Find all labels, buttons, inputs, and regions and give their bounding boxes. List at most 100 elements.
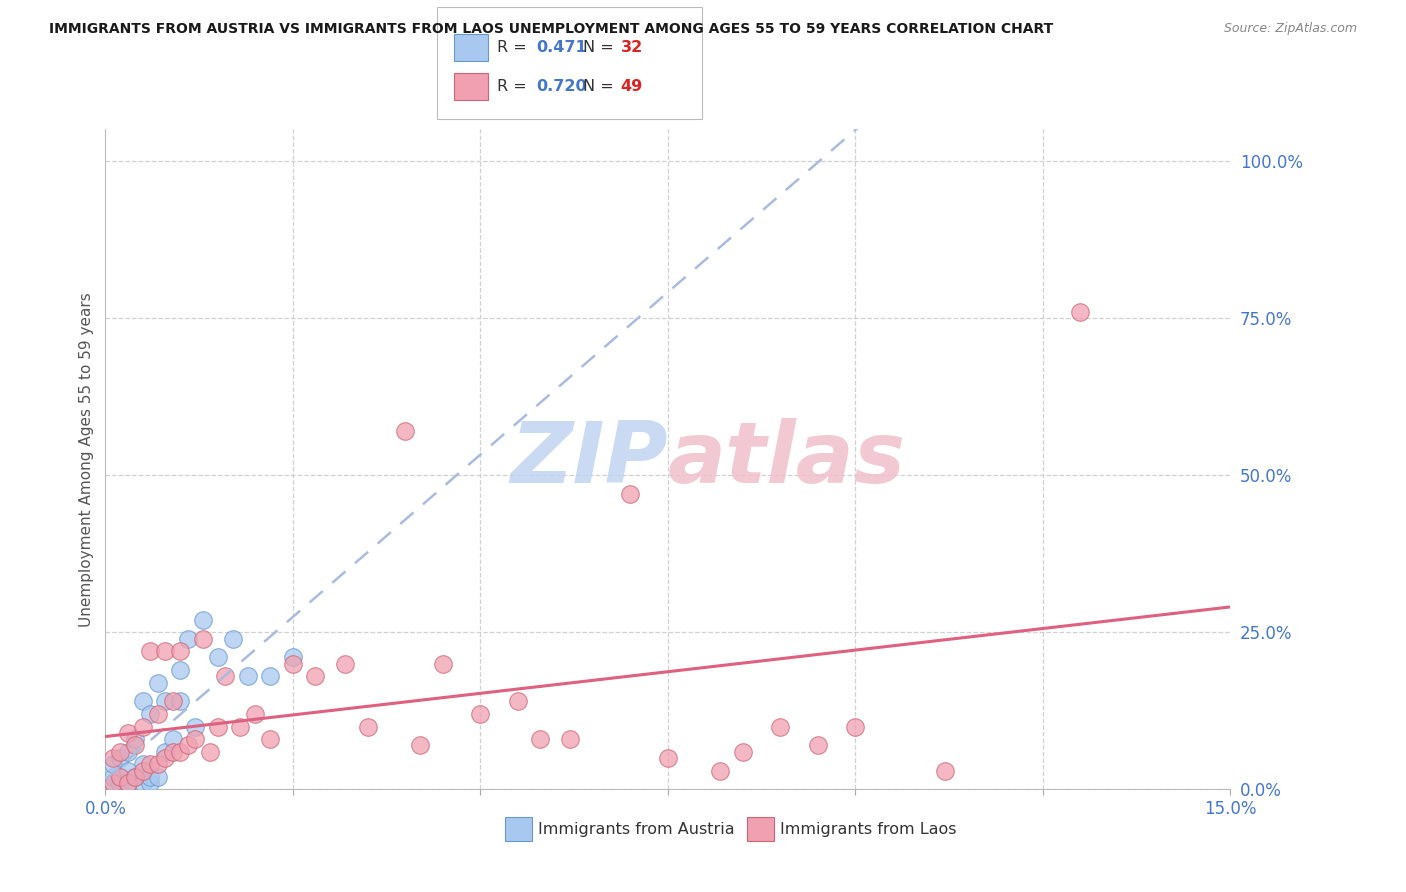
Point [191,613,214,627]
Bar [454,73,488,100]
Point [101,757,124,772]
Point [394,424,416,438]
Point [139,757,162,772]
Point [529,732,551,747]
Point [124,770,146,784]
Point [169,745,191,759]
Point [132,694,155,708]
Point [101,751,124,765]
Text: 0.471: 0.471 [536,40,586,55]
Text: 49: 49 [620,79,643,94]
Point [146,706,169,721]
Text: N =: N = [583,79,620,94]
Point [844,720,866,734]
Point [124,770,146,784]
Text: 0.720: 0.720 [536,79,586,94]
Bar [747,817,773,841]
Point [169,663,191,677]
Point [162,732,184,747]
Point [506,694,529,708]
FancyBboxPatch shape [437,7,702,120]
Point [207,720,229,734]
Point [470,706,492,721]
Point [259,669,281,683]
Point [191,632,214,646]
Point [560,732,582,747]
Point [117,726,139,740]
Text: ZIP: ZIP [510,417,668,501]
Text: Immigrants from Laos: Immigrants from Laos [780,822,957,837]
Point [169,644,191,658]
Point [117,764,139,778]
Point [184,732,207,747]
Point [139,644,162,658]
Point [132,764,155,778]
Point [432,657,454,671]
Point [934,764,956,778]
Y-axis label: Unemployment Among Ages 55 to 59 years: Unemployment Among Ages 55 to 59 years [79,292,94,627]
Point [245,706,267,721]
Point [1069,304,1091,318]
Point [101,776,124,790]
Point [132,776,155,790]
Point [139,770,162,784]
Point [124,739,146,753]
Text: R =: R = [496,40,531,55]
Point [110,751,132,765]
Point [807,739,830,753]
Point [139,776,162,790]
Point [357,720,380,734]
Text: IMMIGRANTS FROM AUSTRIA VS IMMIGRANTS FROM LAOS UNEMPLOYMENT AMONG AGES 55 TO 59: IMMIGRANTS FROM AUSTRIA VS IMMIGRANTS FR… [49,22,1053,37]
Point [146,770,169,784]
Text: Source: ZipAtlas.com: Source: ZipAtlas.com [1223,22,1357,36]
Point [162,694,184,708]
Point [177,739,200,753]
Point [177,632,200,646]
Point [155,745,177,759]
Point [132,720,155,734]
Point [619,487,641,501]
Point [184,720,207,734]
Text: 32: 32 [620,40,643,55]
Point [304,669,326,683]
Point [101,770,124,784]
Point [139,706,162,721]
Point [222,632,245,646]
Point [259,732,281,747]
Point [769,720,792,734]
Point [281,650,304,665]
Point [155,694,177,708]
Point [229,720,252,734]
Point [110,770,132,784]
Text: N =: N = [583,40,620,55]
Point [207,650,229,665]
Bar [505,817,531,841]
Text: R =: R = [496,79,531,94]
Point [110,770,132,784]
Point [124,732,146,747]
Point [117,745,139,759]
Point [117,776,139,790]
Text: Immigrants from Austria: Immigrants from Austria [538,822,735,837]
Point [117,776,139,790]
Point [281,657,304,671]
Point [155,751,177,765]
Point [132,757,155,772]
Point [169,694,191,708]
Point [146,675,169,690]
Point [214,669,236,683]
Point [101,776,124,790]
Point [162,745,184,759]
Point [657,751,679,765]
Point [110,745,132,759]
Point [709,764,731,778]
Point [236,669,259,683]
Point [731,745,754,759]
Point [200,745,222,759]
Bar [454,34,488,61]
Point [409,739,432,753]
Text: atlas: atlas [668,417,905,501]
Point [146,757,169,772]
Point [110,776,132,790]
Point [155,644,177,658]
